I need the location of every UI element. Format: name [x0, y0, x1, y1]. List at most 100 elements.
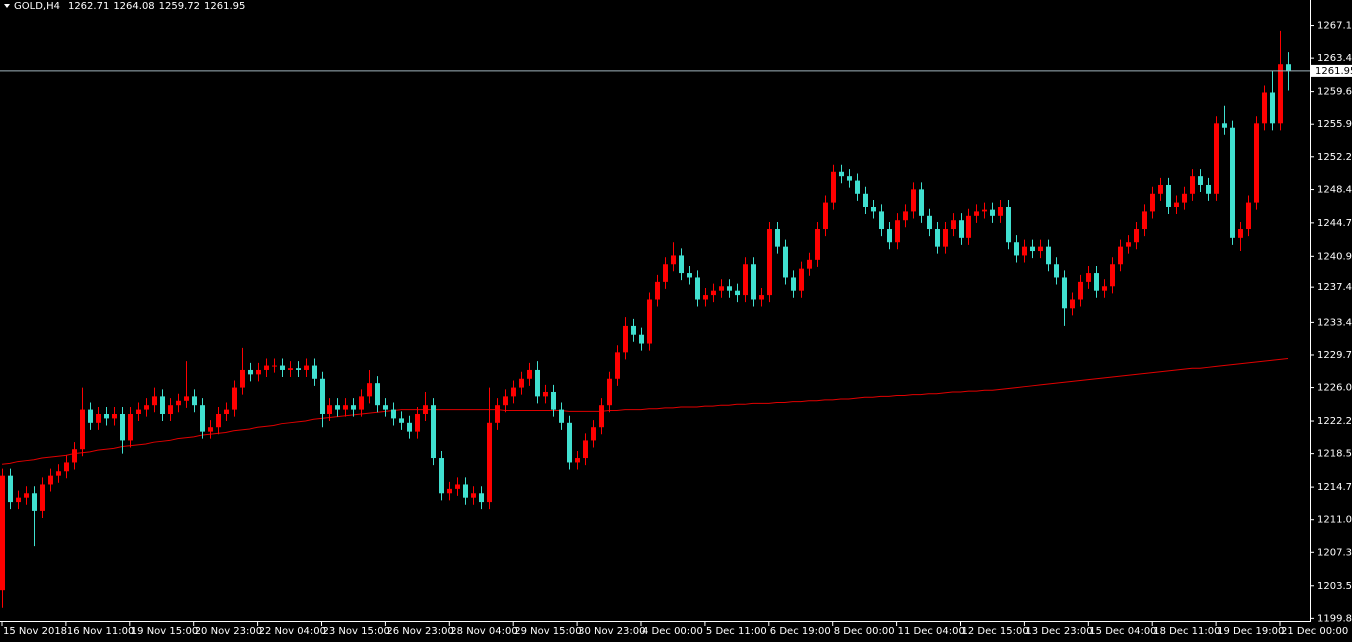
candle-body: [671, 255, 676, 265]
candle-body: [703, 295, 708, 300]
candle-body: [998, 207, 1003, 216]
candle-body: [639, 334, 644, 344]
candle-body: [1046, 246, 1051, 265]
candle-body: [160, 396, 165, 414]
candle-body: [1246, 202, 1251, 230]
y-tick-label: 1199.80: [1317, 613, 1352, 624]
candle-body: [775, 229, 780, 247]
candle-body: [144, 405, 149, 410]
x-tick-label: 28 Nov 04:00: [450, 626, 517, 637]
candle-body: [1190, 176, 1195, 194]
candle-body: [399, 418, 404, 423]
candle-body: [943, 229, 948, 247]
x-tick-label: 19 Dec 19:00: [1217, 626, 1284, 637]
x-tick-label: 6 Dec 19:00: [770, 626, 831, 637]
candle-body: [503, 396, 508, 406]
y-tick-label: 1207.30: [1317, 547, 1352, 558]
candle-body: [751, 264, 756, 300]
candle-body: [807, 259, 812, 269]
candle-body: [935, 229, 940, 247]
candle-body: [248, 369, 253, 375]
candle-body: [288, 368, 293, 370]
candle-body: [56, 471, 61, 476]
x-tick-label: 18 Dec 11:00: [1153, 626, 1220, 637]
candle-body: [479, 493, 484, 503]
candle-body: [128, 414, 133, 441]
candle-body: [495, 405, 500, 423]
candle-body: [567, 422, 572, 463]
y-tick-label: 1259.60: [1317, 87, 1352, 98]
candle-body: [1006, 207, 1011, 243]
candle-body: [1094, 273, 1099, 291]
candle-body: [391, 409, 396, 419]
candle-body: [951, 220, 956, 230]
candle-body: [327, 405, 332, 414]
candle-body: [224, 409, 229, 414]
y-tick-label: 1267.10: [1317, 21, 1352, 32]
candle-body: [1238, 229, 1243, 238]
candle-body: [16, 497, 21, 503]
x-tick-label: 26 Nov 23:00: [386, 626, 453, 637]
candle-body: [192, 396, 197, 406]
candle-body: [367, 383, 372, 397]
candle-body: [1182, 193, 1187, 203]
x-tick-label: 19 Nov 15:00: [131, 626, 198, 637]
candle-body: [96, 414, 101, 423]
candle-body: [799, 268, 804, 291]
candle-body: [168, 405, 173, 414]
candle-body: [679, 255, 684, 274]
candle-body: [80, 409, 85, 450]
chart-header: GOLD,H4 1262.71 1264.08 1259.72 1261.95: [14, 1, 245, 12]
y-tick-label: 1244.70: [1317, 218, 1352, 229]
candle-body: [1206, 184, 1211, 194]
candle-body: [256, 369, 261, 375]
candle-body: [719, 286, 724, 291]
plot-area: [0, 30, 1291, 608]
x-tick-label: 5 Dec 11:00: [706, 626, 767, 637]
candle-body: [1038, 246, 1043, 252]
candle-body: [335, 405, 340, 410]
candle-body: [831, 171, 836, 203]
candle-body: [455, 484, 460, 489]
candle-body: [112, 414, 117, 419]
candle-body: [543, 391, 548, 397]
candle-body: [1278, 64, 1283, 124]
candle-body: [607, 378, 612, 406]
candle-body: [407, 422, 412, 432]
candle-body: [1166, 184, 1171, 207]
candle-body: [447, 488, 452, 494]
candle-body: [1110, 264, 1115, 287]
candle-body: [1062, 277, 1067, 309]
candle-body: [104, 414, 109, 419]
candle-body: [855, 180, 860, 194]
x-tick-label: 20 Nov 23:00: [195, 626, 262, 637]
y-tick-label: 1211.00: [1317, 515, 1352, 526]
candle-body: [959, 220, 964, 238]
header-close: 1261.95: [204, 1, 245, 12]
candle-body: [423, 405, 428, 414]
moving-average: [1, 358, 1289, 465]
candle-body: [759, 295, 764, 300]
y-tick-label: 1214.70: [1317, 482, 1352, 493]
candle-body: [320, 378, 325, 414]
candle-body: [72, 449, 77, 463]
candle-body: [487, 422, 492, 503]
candle-body: [903, 211, 908, 221]
price-box: [1311, 64, 1352, 77]
candle-body: [1262, 92, 1267, 124]
candle-body: [1054, 264, 1059, 278]
x-tick-label: 4 Dec 00:00: [642, 626, 703, 637]
candle-body: [359, 396, 364, 410]
candle-body: [296, 368, 301, 370]
candle-body: [871, 207, 876, 212]
candle-body: [375, 383, 380, 406]
header-high: 1264.08: [113, 1, 154, 12]
candle-body: [431, 405, 436, 459]
candle-body: [439, 458, 444, 494]
x-tick-label: 22 Nov 04:00: [259, 626, 326, 637]
x-tick-label: 15 Dec 04:00: [1089, 626, 1156, 637]
candle-body: [8, 475, 13, 503]
candle-body: [240, 369, 245, 388]
candle-body: [280, 365, 285, 370]
